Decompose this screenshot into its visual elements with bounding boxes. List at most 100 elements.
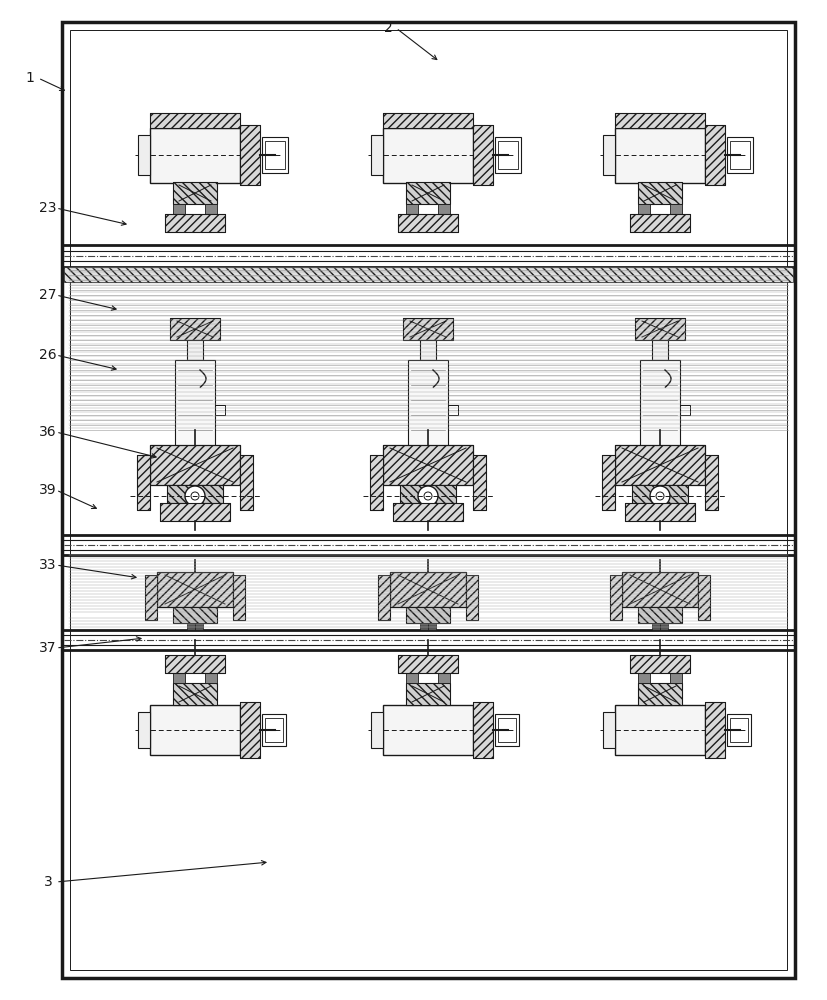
Bar [262, 714, 286, 746]
Bar [205, 204, 217, 214]
Bar [406, 683, 450, 705]
Bar [70, 30, 787, 970]
Bar [466, 575, 478, 620]
Bar [165, 214, 225, 232]
Bar [160, 503, 230, 521]
Bar [640, 360, 680, 450]
Bar [473, 125, 493, 185]
Bar [698, 575, 710, 620]
Text: 26: 26 [39, 348, 57, 362]
Bar [652, 623, 660, 630]
Bar [160, 503, 230, 521]
Bar [670, 204, 682, 214]
Bar [602, 455, 615, 510]
Bar [406, 182, 450, 204]
Bar [187, 623, 195, 630]
Bar [173, 683, 217, 705]
Bar [730, 718, 748, 742]
Bar [727, 137, 753, 173]
Bar [173, 683, 217, 705]
Bar [262, 137, 288, 173]
Bar [398, 655, 458, 673]
Circle shape [650, 486, 670, 506]
Bar [378, 575, 390, 620]
Bar [428, 623, 436, 630]
Text: 1: 1 [26, 71, 35, 85]
Circle shape [185, 486, 205, 506]
Bar [603, 712, 615, 748]
Bar [187, 450, 203, 462]
Bar [173, 204, 185, 214]
Bar [187, 340, 203, 360]
Bar [393, 503, 463, 521]
Bar [652, 450, 668, 462]
Bar [466, 575, 478, 620]
Bar [173, 607, 217, 623]
Bar [652, 340, 668, 360]
Bar [150, 445, 240, 485]
Bar [403, 318, 453, 340]
Bar [610, 575, 622, 620]
Bar [438, 673, 450, 683]
Bar [602, 455, 615, 510]
Bar [165, 655, 225, 673]
Bar [265, 718, 283, 742]
Bar [727, 714, 751, 746]
Text: 23: 23 [39, 201, 57, 215]
Bar [400, 485, 456, 503]
Bar [438, 204, 450, 214]
Bar [638, 607, 682, 623]
Text: 36: 36 [39, 425, 57, 439]
Bar [615, 113, 705, 128]
Bar [150, 445, 240, 485]
Bar [240, 455, 253, 510]
Bar [173, 182, 217, 204]
Bar [625, 503, 695, 521]
Bar [371, 712, 383, 748]
Bar [630, 655, 690, 673]
Bar [233, 575, 245, 620]
Bar [390, 572, 466, 607]
Bar [398, 655, 458, 673]
Bar [137, 455, 150, 510]
Bar [473, 702, 493, 758]
Bar [175, 360, 215, 450]
Bar [498, 141, 518, 169]
Bar [173, 673, 185, 683]
Bar [473, 455, 486, 510]
Bar [625, 503, 695, 521]
Bar [448, 405, 458, 415]
Bar [705, 125, 725, 185]
Bar [638, 683, 682, 705]
Bar [240, 702, 260, 758]
Bar [420, 340, 436, 360]
Bar [498, 718, 516, 742]
Bar [378, 575, 390, 620]
Bar [370, 455, 383, 510]
Bar [635, 318, 685, 340]
Bar [175, 360, 390, 450]
Bar [393, 503, 463, 521]
Bar [150, 128, 240, 183]
Bar [215, 405, 225, 415]
Bar [408, 360, 827, 450]
Bar [638, 182, 682, 204]
Bar [705, 702, 725, 758]
Bar [705, 455, 718, 510]
Bar [383, 113, 473, 128]
Bar [165, 655, 225, 673]
Text: 2: 2 [384, 21, 392, 35]
Bar [615, 445, 705, 485]
Bar [615, 705, 705, 755]
Bar [406, 683, 450, 705]
Text: 37: 37 [39, 641, 57, 655]
Bar [145, 575, 157, 620]
Bar [615, 128, 705, 183]
Bar [383, 705, 473, 755]
Bar [630, 214, 690, 232]
Bar [730, 141, 750, 169]
Bar [398, 214, 458, 232]
Bar [630, 655, 690, 673]
Bar [398, 214, 458, 232]
Bar [670, 673, 682, 683]
